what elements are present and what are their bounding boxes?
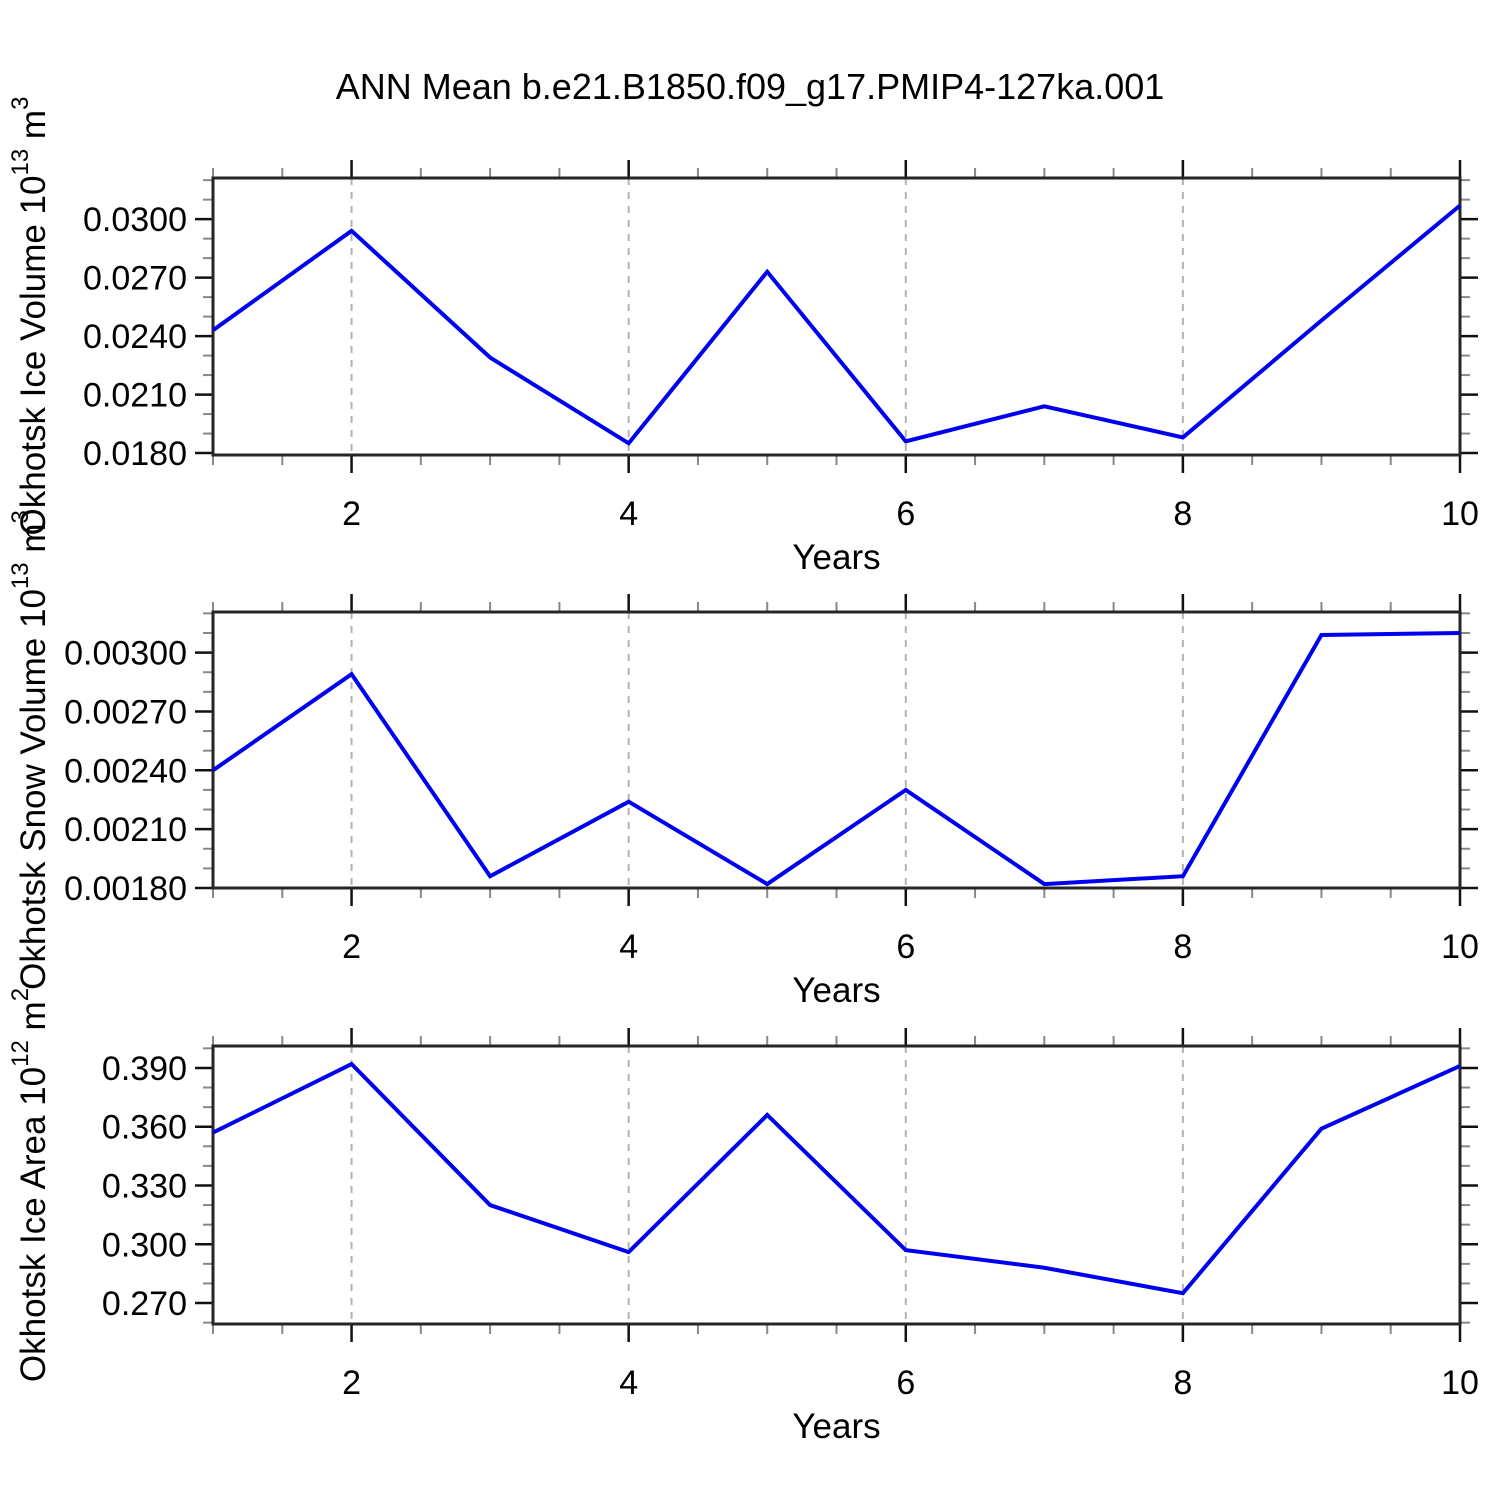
x-tick-label: 8 bbox=[1173, 1364, 1192, 1402]
y-tick-label: 0.00300 bbox=[64, 635, 187, 673]
y-axis-title-ice-volume: Okhotsk Ice Volume 1013 m3 bbox=[7, 97, 54, 536]
x-tick-label: 10 bbox=[1441, 1364, 1479, 1402]
data-line bbox=[211, 630, 1461, 887]
y-tick-label: 0.00210 bbox=[64, 811, 187, 849]
y-tick-label: 0.0240 bbox=[83, 318, 187, 356]
data-line bbox=[211, 203, 1462, 446]
y-axis-title-unit-exponent: 3 bbox=[7, 96, 35, 110]
y-tick-label: 0.330 bbox=[102, 1167, 187, 1205]
x-tick-label: 2 bbox=[342, 1364, 361, 1402]
y-axis-title-exponent: 13 bbox=[7, 562, 35, 590]
x-tick-label: 4 bbox=[619, 928, 638, 966]
axes-frame bbox=[211, 176, 1462, 457]
major-ticks bbox=[195, 1028, 1478, 1342]
x-axis-title: Years bbox=[792, 971, 880, 1010]
y-axis-title-unit-exponent: 2 bbox=[7, 987, 35, 1002]
data-line bbox=[212, 1061, 1461, 1296]
x-tick-label: 10 bbox=[1441, 928, 1479, 966]
figure-title: ANN Mean b.e21.B1850.f09_g17.PMIP4-127ka… bbox=[335, 66, 1165, 107]
y-axis-title-text: Okhotsk Ice Volume 10 bbox=[14, 175, 53, 536]
y-tick-label: 0.270 bbox=[102, 1285, 187, 1323]
x-tick-label: 4 bbox=[619, 1364, 638, 1402]
y-tick-labels: 0.0180 0.0210 0.0240 0.0270 0.0300 bbox=[83, 201, 187, 473]
x-tick-labels: 2 4 6 8 10 bbox=[342, 495, 1479, 533]
y-tick-label: 0.0270 bbox=[83, 260, 187, 298]
y-axis-title-unit: m bbox=[14, 523, 53, 563]
x-tick-label: 4 bbox=[619, 495, 638, 533]
x-tick-label: 10 bbox=[1441, 495, 1479, 533]
y-tick-label: 0.00240 bbox=[64, 752, 187, 790]
y-tick-label: 0.390 bbox=[102, 1050, 187, 1088]
chart-2: 0.270 0.300 0.330 0.360 0.390 2 4 6 8 10 Years bbox=[102, 1028, 1479, 1446]
x-tick-label: 6 bbox=[896, 495, 915, 533]
minor-ticks bbox=[203, 168, 1470, 465]
major-ticks bbox=[195, 594, 1478, 906]
y-axis-title-ice-area: Okhotsk Ice Area 1012 m2 bbox=[7, 988, 54, 1383]
y-axis-title-text: Okhotsk Ice Area 10 bbox=[14, 1066, 53, 1383]
x-tick-labels: 2 4 6 8 10 bbox=[342, 1364, 1479, 1402]
y-axis-title-snow-volume: Okhotsk Snow Volume 1013 m3 bbox=[7, 510, 54, 990]
chart-1: 0.00180 0.00210 0.00240 0.00270 0.00300 2 4 6 8 1… bbox=[64, 594, 1479, 1010]
axes-frame bbox=[211, 1044, 1462, 1326]
y-tick-label: 0.00270 bbox=[64, 693, 187, 731]
y-axis-title-unit-exponent: 3 bbox=[7, 510, 35, 524]
x-tick-label: 2 bbox=[342, 928, 361, 966]
x-tick-labels: 2 4 6 8 10 bbox=[342, 928, 1479, 966]
x-tick-label: 8 bbox=[1173, 928, 1192, 966]
y-tick-label: 0.360 bbox=[102, 1109, 187, 1147]
x-axis-title: Years bbox=[792, 1407, 880, 1446]
y-axis-title-text: Okhotsk Snow Volume 10 bbox=[14, 589, 53, 990]
chart-0: 0.0180 0.0210 0.0240 0.0270 0.0300 2 4 6 8 10 Year… bbox=[83, 160, 1479, 577]
x-tick-label: 2 bbox=[342, 495, 361, 533]
y-axis-title-unit: m bbox=[14, 1001, 53, 1041]
y-tick-label: 0.00180 bbox=[64, 870, 187, 908]
y-tick-labels: 0.270 0.300 0.330 0.360 0.390 bbox=[102, 1050, 187, 1323]
x-gridlines bbox=[350, 612, 1184, 888]
minor-ticks bbox=[203, 602, 1470, 898]
y-tick-labels: 0.00180 0.00210 0.00240 0.00270 0.00300 bbox=[64, 635, 187, 908]
axes-frame bbox=[211, 610, 1462, 890]
x-axis-title: Years bbox=[792, 538, 880, 577]
x-tick-label: 8 bbox=[1173, 495, 1192, 533]
y-axis-title-exponent: 12 bbox=[7, 1040, 35, 1067]
major-ticks bbox=[195, 160, 1478, 473]
x-tick-label: 6 bbox=[896, 928, 915, 966]
x-gridlines bbox=[350, 178, 1184, 455]
x-gridlines bbox=[350, 1046, 1184, 1324]
y-tick-label: 0.0300 bbox=[83, 201, 187, 239]
y-axis-title-exponent: 13 bbox=[7, 148, 35, 176]
y-tick-label: 0.0180 bbox=[83, 435, 187, 473]
x-tick-label: 6 bbox=[896, 1364, 915, 1402]
y-axis-title-unit: m bbox=[14, 109, 53, 149]
minor-ticks bbox=[203, 1036, 1470, 1334]
y-tick-label: 0.300 bbox=[102, 1226, 187, 1264]
y-tick-label: 0.0210 bbox=[83, 377, 187, 415]
